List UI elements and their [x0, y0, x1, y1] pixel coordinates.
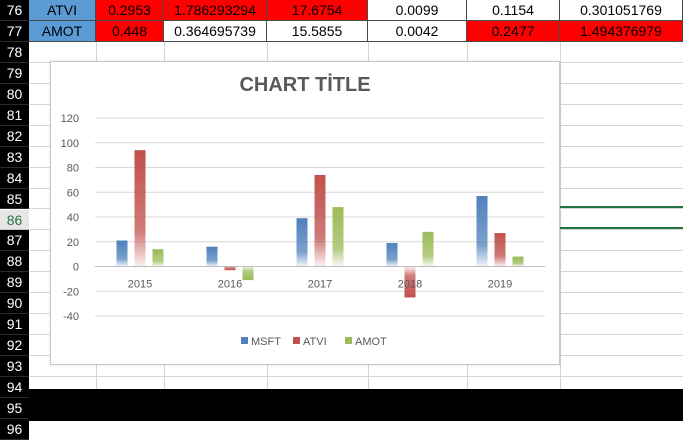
row-header-81[interactable]: 81 [0, 104, 29, 126]
chart[interactable]: CHART TİTLE 120 100 80 60 40 20 0 -20 -40 2015 201… [50, 61, 560, 365]
grid-row[interactable] [29, 42, 683, 63]
column-gridline [560, 0, 561, 389]
legend-swatch [345, 337, 352, 344]
chart-title[interactable]: CHART TİTLE [239, 74, 371, 96]
bar-atvi-2016[interactable] [224, 266, 236, 271]
x-tick-label: 2018 [398, 279, 422, 291]
row-header-90[interactable]: 90 [0, 293, 29, 315]
row-header-87[interactable]: 87 [0, 230, 29, 252]
value-cell[interactable]: 17.6754 [267, 0, 368, 21]
value-cell[interactable]: 0.0099 [368, 0, 467, 21]
row-header-84[interactable]: 84 [0, 167, 29, 189]
row-header-78[interactable]: 78 [0, 41, 29, 63]
y-tick-label: 80 [67, 163, 79, 175]
row-header-88[interactable]: 88 [0, 251, 29, 273]
row-header-82[interactable]: 82 [0, 125, 29, 147]
bar-msft-2015[interactable] [116, 240, 128, 267]
y-tick-label: 100 [61, 138, 79, 150]
selection-border-bottom [560, 227, 683, 229]
bar-atvi-2018[interactable] [404, 266, 416, 298]
bar-amot-2019[interactable] [512, 256, 524, 267]
row-header-83[interactable]: 83 [0, 146, 29, 168]
y-tick-label: 20 [67, 237, 79, 249]
row-header-86[interactable]: 86 [0, 209, 29, 231]
empty-black-area [29, 389, 683, 421]
value-cell[interactable]: 0.364695739 [164, 20, 267, 42]
x-tick-label: 2019 [488, 279, 512, 291]
row-header-79[interactable]: 79 [0, 62, 29, 84]
bar-msft-2019[interactable] [476, 195, 488, 267]
row-header-96[interactable]: 96 [0, 419, 29, 440]
value-cell[interactable]: 0.1154 [467, 0, 560, 21]
y-tick-label: -40 [63, 311, 79, 323]
legend-entry-msft[interactable]: MSFT [251, 336, 281, 348]
bar-amot-2017[interactable] [332, 207, 344, 267]
bar-msft-2018[interactable] [386, 242, 398, 267]
legend-swatch [241, 337, 248, 344]
bar-atvi-2017[interactable] [314, 174, 326, 267]
y-tick-label: 120 [61, 113, 79, 125]
value-cell[interactable]: 0.0042 [368, 20, 467, 42]
ticker-cell[interactable]: ATVI [29, 0, 96, 21]
y-tick-label: -20 [63, 286, 79, 298]
row-header-94[interactable]: 94 [0, 377, 29, 399]
bar-amot-2016[interactable] [242, 266, 254, 281]
row-header-93[interactable]: 93 [0, 356, 29, 378]
value-cell[interactable]: 0.448 [96, 20, 164, 42]
x-tick-label: 2015 [128, 279, 152, 291]
value-cell[interactable]: 0.2953 [96, 0, 164, 21]
row-header-89[interactable]: 89 [0, 272, 29, 294]
value-cell[interactable]: 0.301051769 [560, 0, 683, 21]
legend-swatch [293, 337, 300, 344]
y-tick-label: 0 [73, 262, 79, 274]
bar-msft-2016[interactable] [206, 246, 218, 267]
bar-msft-2017[interactable] [296, 218, 308, 267]
grid-row[interactable] [29, 356, 683, 378]
y-tick-label: 60 [67, 187, 79, 199]
ticker-cell[interactable]: AMOT [29, 20, 96, 42]
value-cell[interactable]: 0.2477 [467, 20, 560, 42]
row-header-85[interactable]: 85 [0, 188, 29, 210]
row-header-95[interactable]: 95 [0, 398, 29, 419]
bar-atvi-2019[interactable] [494, 233, 506, 267]
value-cell[interactable]: 1.786293294 [164, 0, 267, 21]
y-tick-label: 40 [67, 212, 79, 224]
x-tick-label: 2016 [218, 279, 242, 291]
x-tick-label: 2017 [308, 279, 332, 291]
bar-amot-2015[interactable] [152, 249, 164, 267]
row-header-80[interactable]: 80 [0, 83, 29, 105]
row-header-76[interactable]: 76 [0, 0, 29, 21]
row-header-92[interactable]: 92 [0, 335, 29, 357]
value-cell[interactable]: 15.5855 [267, 20, 368, 42]
chart-plot: 120 100 80 60 40 20 0 -20 -40 2015 2016 2017 2018 201… [61, 113, 545, 348]
value-cell[interactable]: 1.494376979 [560, 20, 683, 42]
row-header-77[interactable]: 77 [0, 20, 29, 42]
selection-border-top [560, 206, 683, 208]
bar-atvi-2015[interactable] [134, 150, 146, 267]
legend-entry-amot[interactable]: AMOT [355, 336, 387, 348]
row-header-91[interactable]: 91 [0, 314, 29, 336]
legend-entry-atvi[interactable]: ATVI [303, 336, 327, 348]
bar-amot-2018[interactable] [422, 231, 434, 267]
